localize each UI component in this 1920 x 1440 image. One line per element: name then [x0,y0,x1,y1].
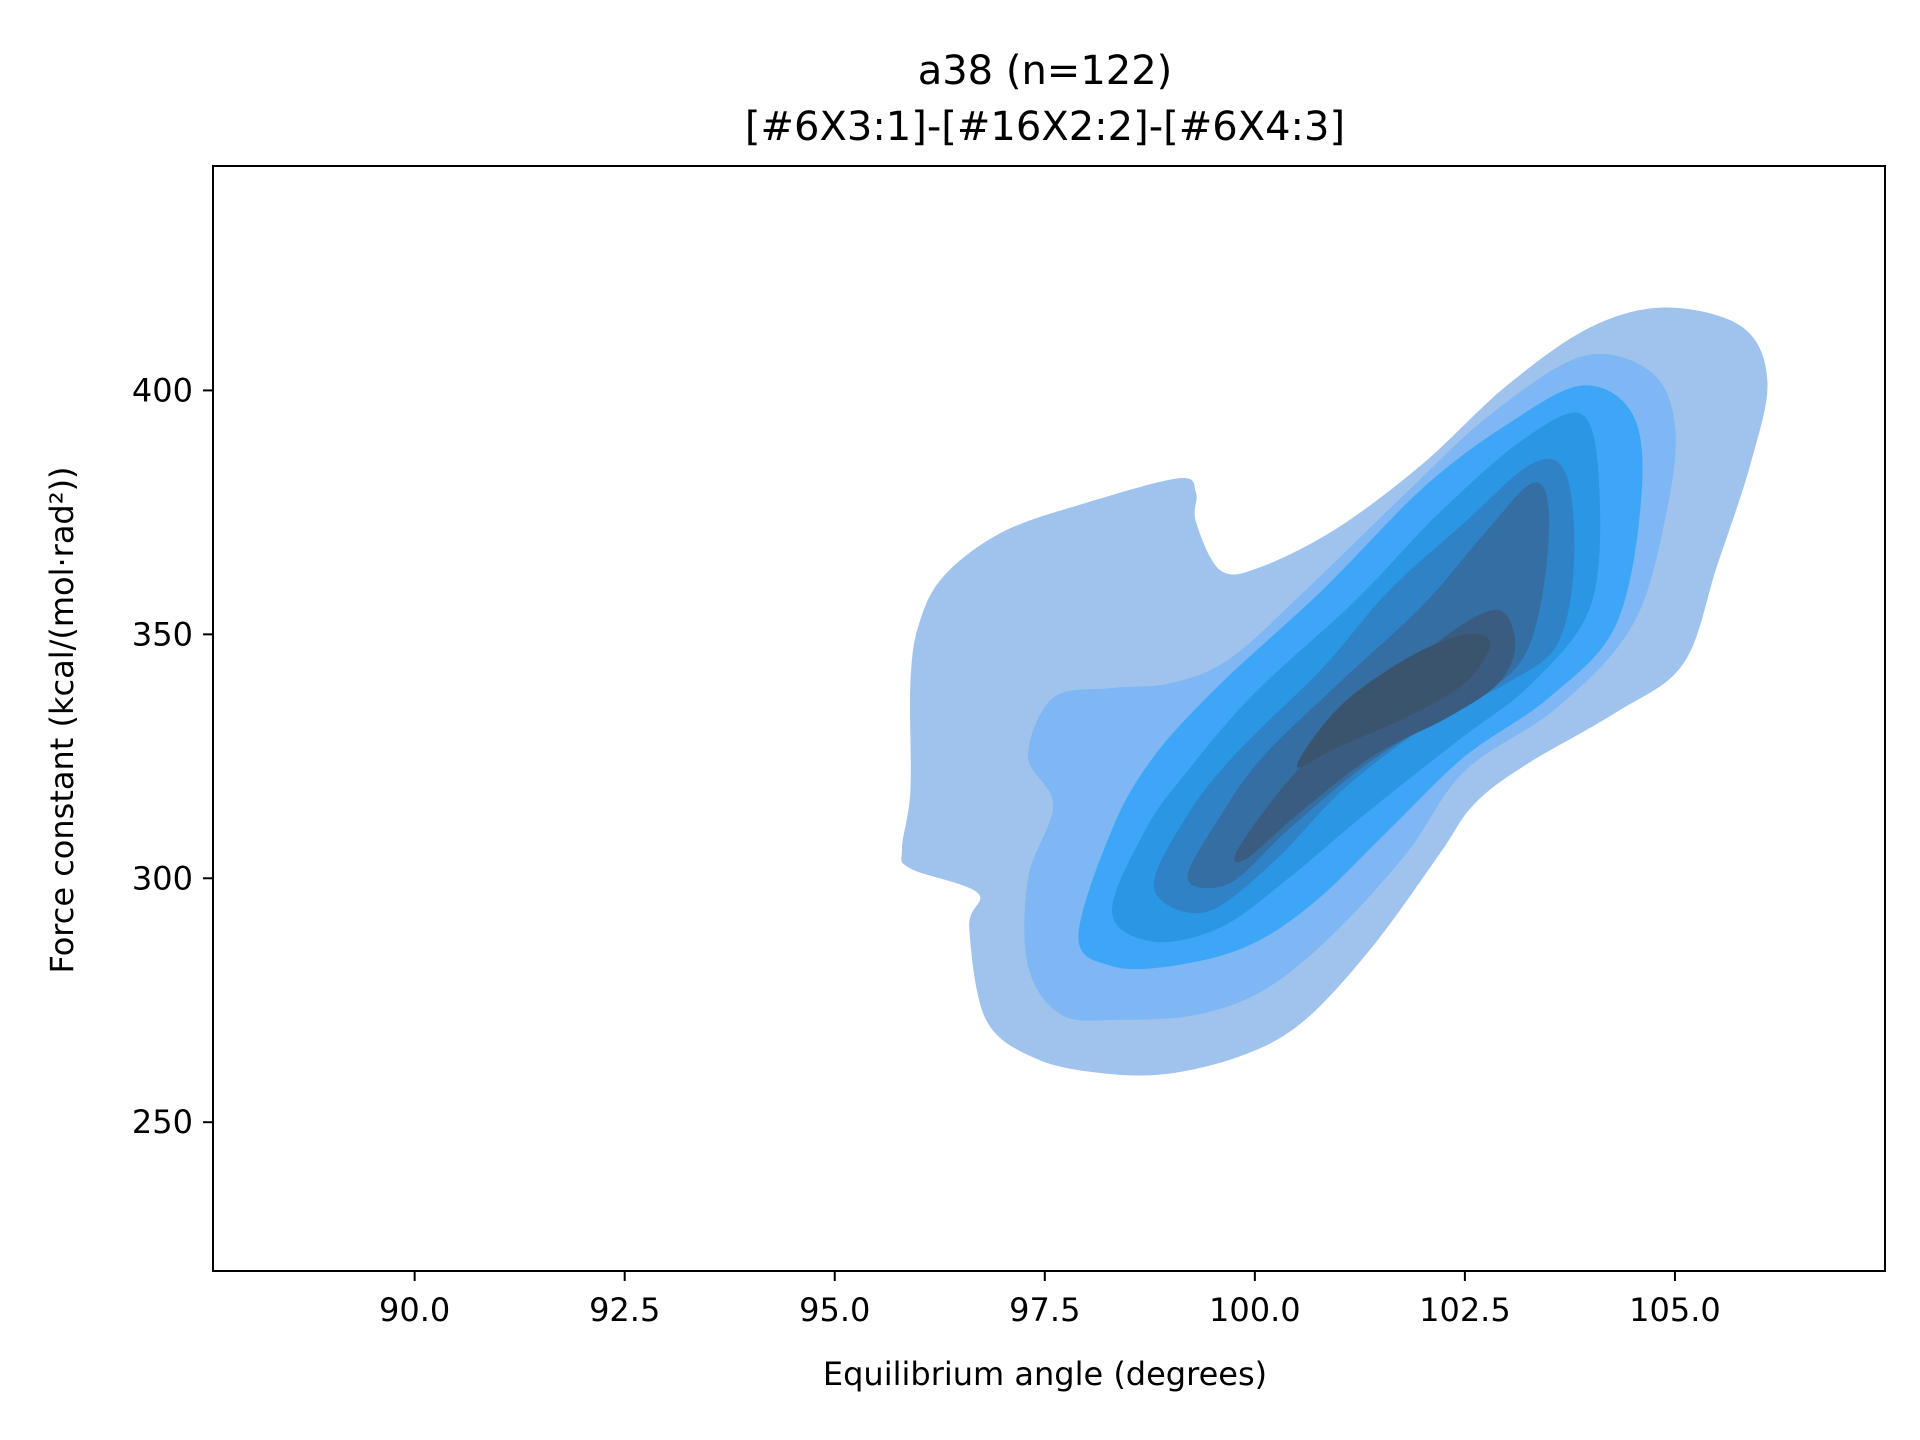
x-tick-label: 102.5 [1419,1291,1511,1329]
x-tick-label: 92.5 [589,1291,660,1329]
y-tick-label: 350 [132,615,193,653]
x-tick-label: 100.0 [1209,1291,1301,1329]
y-tick-label: 300 [132,859,193,897]
density-contours [901,307,1768,1076]
x-tick-label: 97.5 [1009,1291,1080,1329]
y-axis: 250 300 350 400 [132,371,213,1141]
x-axis: 90.0 92.5 95.0 97.5 100.0 102.5 105.0 [379,1271,1721,1329]
x-axis-label: Equilibrium angle (degrees) [823,1355,1267,1393]
y-tick-label: 250 [132,1103,193,1141]
plot-frame [212,165,1886,1272]
y-axis-label: Force constant (kcal/(mol·rad²)) [43,466,81,973]
chart-title: a38 (n=122) [918,48,1173,94]
chart-subtitle: [#6X3:1]-[#16X2:2]-[#6X4:3] [745,104,1345,150]
x-tick-label: 90.0 [379,1291,450,1329]
contour-level-8 [1296,633,1491,768]
y-tick-label: 400 [132,371,193,409]
x-tick-label: 95.0 [799,1291,870,1329]
x-tick-label: 105.0 [1629,1291,1721,1329]
